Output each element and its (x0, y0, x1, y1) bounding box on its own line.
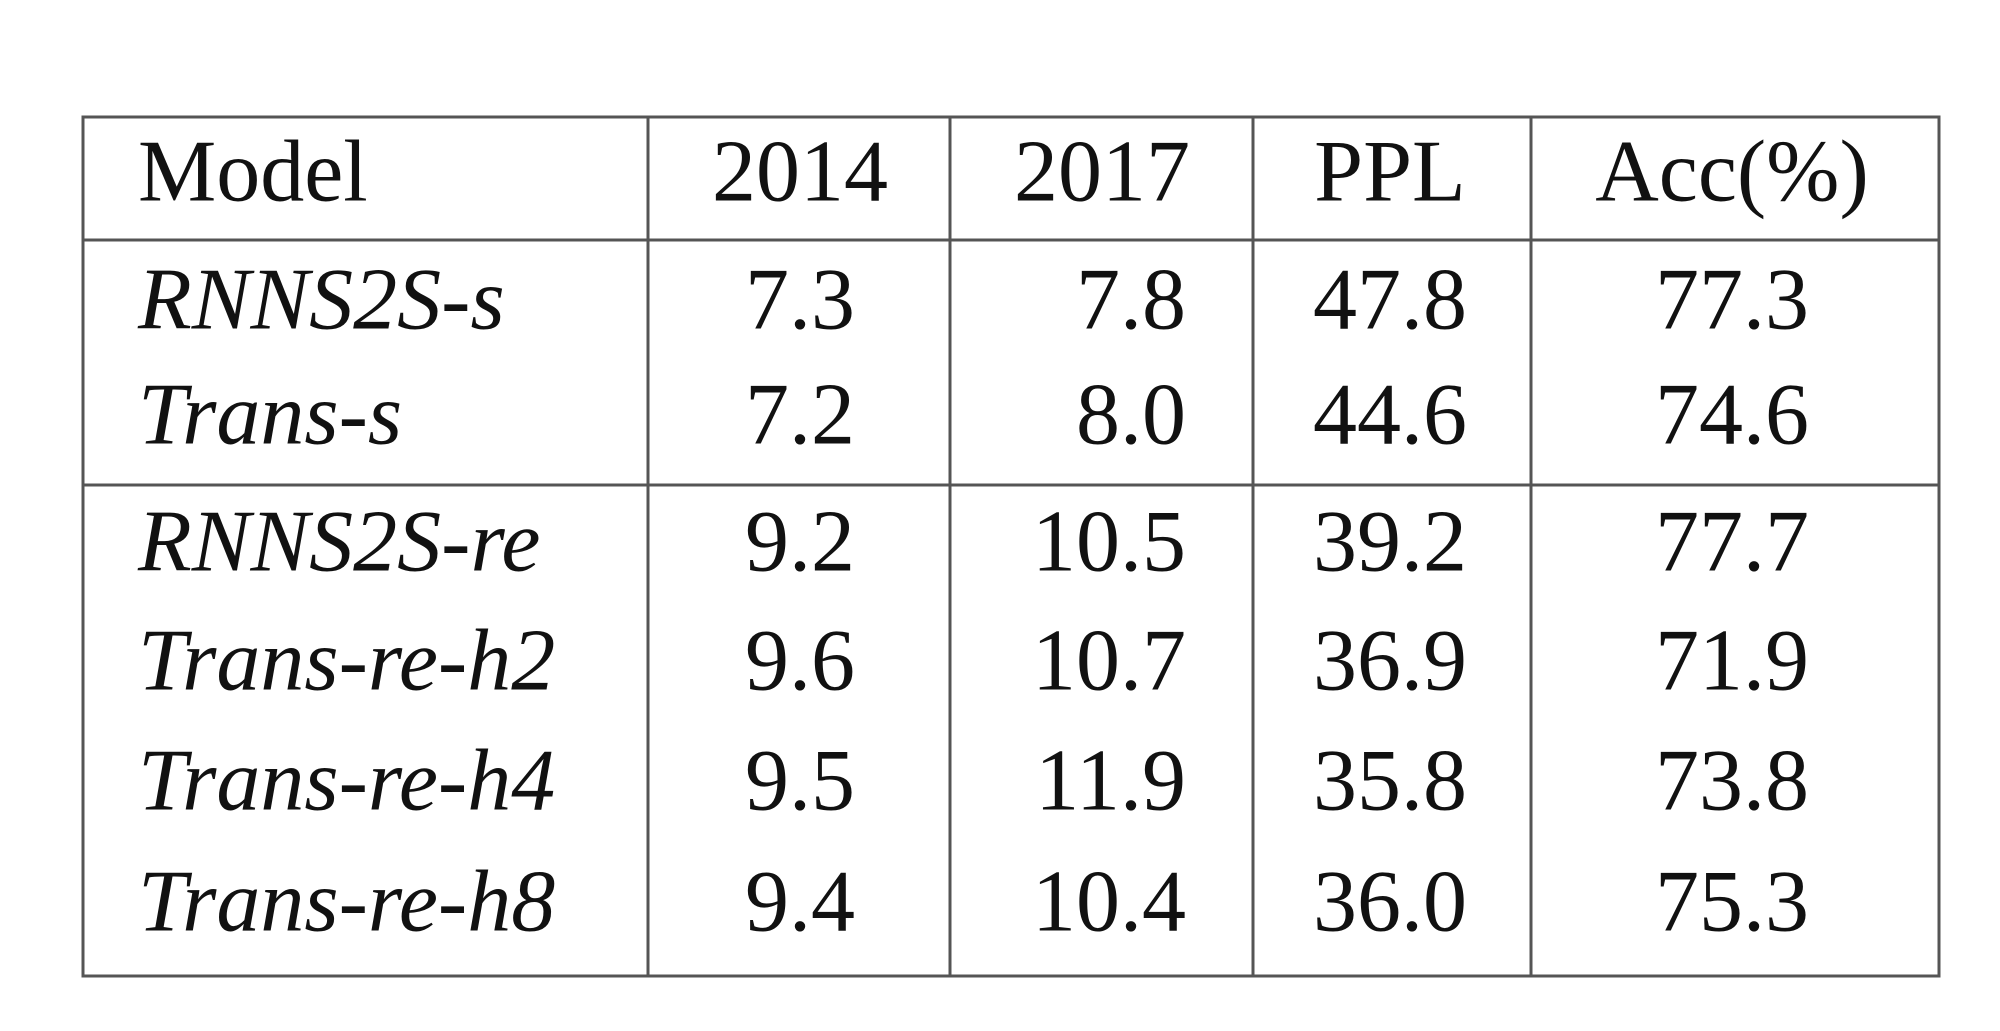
table-cell: 73.8 (1655, 733, 1809, 830)
model-name: RNNS2S-re (137, 494, 541, 591)
table-cell: 9.5 (745, 733, 855, 830)
model-name: Trans-re-h2 (138, 613, 555, 710)
header-cell: 2014 (712, 124, 888, 221)
table-cell: 47.8 (1313, 252, 1467, 349)
table-cell: 10.4 (1032, 854, 1186, 951)
model-name: Trans-s (138, 367, 402, 464)
table-cell: 77.7 (1655, 494, 1809, 591)
table-cell: 77.3 (1655, 252, 1809, 349)
table-cell: 35.8 (1313, 733, 1467, 830)
table-cell: 11.9 (1035, 733, 1186, 830)
model-name: Trans-re-h8 (138, 854, 555, 951)
table-cell: 9.4 (745, 854, 855, 951)
header-cell: PPL (1314, 124, 1466, 221)
header-cell: 2017 (1014, 124, 1190, 221)
table-cell: 39.2 (1313, 494, 1467, 591)
table-cell: 71.9 (1655, 613, 1809, 710)
table-cell: 36.0 (1313, 854, 1467, 951)
table-cell: 8.0 (1076, 367, 1186, 464)
model-name: RNNS2S-s (137, 252, 505, 349)
table-cell: 7.3 (745, 252, 855, 349)
model-name: Trans-re-h4 (138, 733, 555, 830)
table-cell: 44.6 (1313, 367, 1467, 464)
table-cell: 9.6 (745, 613, 855, 710)
table-cell: 75.3 (1655, 854, 1809, 951)
table-cell: 74.6 (1655, 367, 1809, 464)
header-cell: Model (138, 124, 368, 221)
table-cell: 36.9 (1313, 613, 1467, 710)
table-cell: 7.2 (745, 367, 855, 464)
table-cell: 10.7 (1032, 613, 1186, 710)
header-cell: Acc(%) (1595, 124, 1869, 221)
table-cell: 9.2 (745, 494, 855, 591)
table-cell: 7.8 (1076, 252, 1186, 349)
table-cell: 10.5 (1032, 494, 1186, 591)
table-border (81, 115, 1941, 978)
